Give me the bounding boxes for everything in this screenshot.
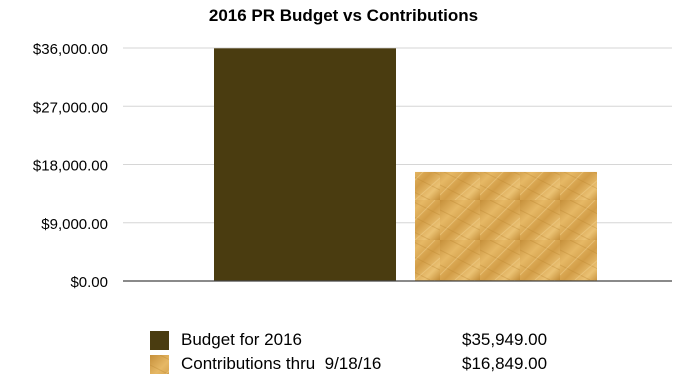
y-tick-label: $36,000.00: [33, 41, 108, 58]
legend-value-contributions: $16,849.00: [462, 354, 548, 373]
legend-swatch-contributions: [150, 355, 169, 374]
y-tick-label: $9,000.00: [41, 216, 108, 233]
legend-label-contributions: Contributions thru 9/18/16: [181, 354, 382, 373]
legend-swatch-budget: [150, 331, 169, 350]
chart-title: 2016 PR Budget vs Contributions: [208, 6, 479, 25]
y-tick-label: $18,000.00: [33, 158, 108, 175]
legend-value-budget: $35,949.00: [462, 330, 548, 349]
legend-label-budget: Budget for 2016: [181, 330, 302, 349]
y-tick-label: $27,000.00: [33, 99, 108, 116]
bar-budget: [214, 48, 396, 282]
y-tick-label: $0.00: [70, 274, 108, 291]
bar-chart: $0.00 $9,000.00 $18,000.00 $27,000.00 $36,00…: [33, 41, 672, 291]
bar-contributions: [415, 171, 597, 281]
